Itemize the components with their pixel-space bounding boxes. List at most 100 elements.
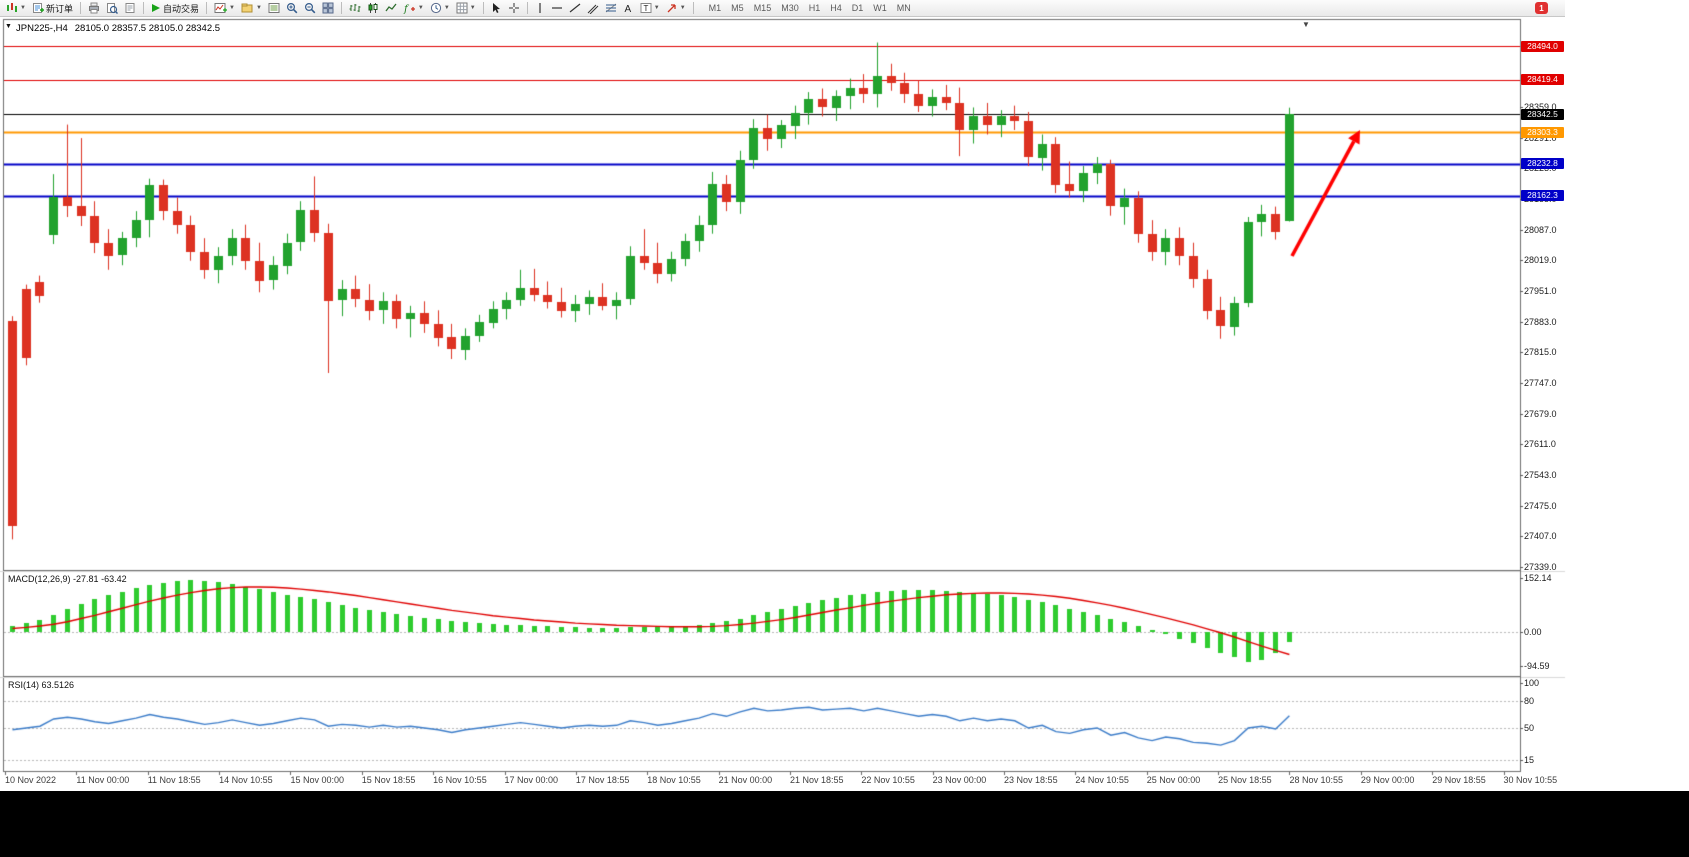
timeframe-button-m15[interactable]: M15 [753,3,772,13]
zoom-in-icon [286,2,298,14]
price-tick-label: 27747.0 [1524,377,1557,388]
time-axis-label: 29 Nov 18:55 [1432,775,1486,785]
chevron-down-icon: ▼ [228,5,235,11]
chart-title: JPN225-,H4 28105.0 28357.5 28105.0 28342.… [16,23,220,34]
time-axis-label: 15 Nov 00:00 [290,775,344,785]
profiles-button[interactable]: ▼ [238,0,265,17]
rsi-indicator-label: RSI(14) 63.5126 [8,680,74,690]
text-icon: A [624,4,631,14]
time-axis-label: 14 Nov 10:55 [219,775,273,785]
time-axis-label: 25 Nov 00:00 [1146,775,1201,785]
separator [340,2,342,14]
time-axis-label: 10 Nov 2022 [5,775,57,785]
chart-shift-marker-icon[interactable]: ▼ [1302,20,1310,29]
timeframe-button-d1[interactable]: D1 [851,3,864,13]
new-chart-window-button[interactable]: ▼ [211,0,238,17]
indicators-icon: f [403,4,415,14]
time-axis-label: 17 Nov 18:55 [575,775,630,785]
notification-badge[interactable]: 1 [1535,2,1548,14]
chevron-down-icon: ▼ [255,5,262,11]
price-badge: 28162.3 [1521,190,1564,202]
time-axis-label: 22 Nov 10:55 [861,775,915,785]
fibonacci-button[interactable] [602,0,620,17]
trendline-button[interactable] [566,0,584,17]
templates-icon [456,2,468,14]
text-button[interactable]: A [620,0,637,17]
chevron-down-icon: ▼ [417,5,424,11]
macd-tick-label: 152.14 [1524,573,1552,584]
timeframe-button-m5[interactable]: M5 [731,3,744,13]
line-chart-view-button[interactable] [382,0,400,17]
print-preview-button[interactable] [103,0,121,17]
crosshair-button[interactable] [505,0,523,17]
chevron-down-icon: ▼ [443,5,450,11]
candlestick-view-button[interactable] [364,0,382,17]
chevron-down-icon: ▼ [469,5,476,11]
time-axis-label: 28 Nov 10:55 [1289,775,1344,785]
auto-trading-label: 自动交易 [162,3,199,14]
timeframe-group: M1 M5 M15 M30 H1 H4 D1 W1 MN [704,1,916,15]
time-axis-label: 21 Nov 00:00 [718,775,773,785]
macd-tick-label: 0.00 [1524,627,1542,637]
time-axis-label: 21 Nov 18:55 [789,775,844,785]
templates-button[interactable]: ▼ [453,0,479,17]
rsi-tick-label: 100 [1524,678,1540,688]
timeframe-button-m30[interactable]: M30 [781,3,799,13]
rsi-tick-label: 15 [1524,754,1535,765]
page-setup-button[interactable] [121,0,139,17]
text-label-button[interactable]: T ▼ [637,0,663,17]
price-tick-label: 27951.0 [1524,285,1557,296]
one-click-trading-arrow-icon[interactable]: ▼ [5,23,12,30]
price-tick-label: 27611.0 [1524,439,1556,450]
candlestick-view-icon [368,3,378,13]
cursor-button[interactable] [488,0,505,17]
price-tick-label: 27815.0 [1524,347,1557,358]
equidistant-channel-button[interactable] [584,0,602,17]
data-window-icon [268,3,280,13]
bottom-black-bar [0,791,1689,857]
time-axis-label: 17 Nov 00:00 [504,775,559,785]
tile-windows-icon [322,2,334,14]
vertical-line-button[interactable] [532,0,548,17]
timeframe-button-h1[interactable]: H1 [808,3,821,13]
bar-chart-view-button[interactable] [346,0,364,17]
new-chart-button[interactable]: ▼ [3,0,29,17]
price-badge: 28232.8 [1521,158,1564,170]
printer-button[interactable] [85,0,103,17]
time-axis-label: 23 Nov 18:55 [1004,775,1058,785]
periods-icon [430,2,441,14]
horizontal-line-icon [551,7,562,9]
print-preview-icon [106,3,118,14]
svg-text:A: A [624,4,631,14]
arrows-button[interactable]: ▼ [663,0,689,17]
rsi-tick-label: 50 [1524,723,1535,733]
separator [526,2,528,14]
zoom-out-button[interactable] [301,0,319,17]
new-chart-icon [7,3,17,12]
timeframe-button-h4[interactable]: H4 [830,3,842,13]
macd-signal-value: -63.42 [101,574,127,584]
price-badge: 28342.5 [1521,108,1564,120]
ohlc-readout: 28105.0 28357.5 28105.0 28342.5 [74,23,221,34]
horizontal-line-button[interactable] [548,0,566,17]
bar-chart-view-icon [349,4,361,12]
data-window-button[interactable] [265,0,283,17]
tile-windows-button[interactable] [319,0,337,17]
price-badge: 28419.4 [1521,74,1564,86]
text-label-icon: T [640,3,652,13]
separator [79,2,81,14]
timeframe-button-m1[interactable]: M1 [708,3,722,13]
indicators-button[interactable]: f ▼ [400,0,427,17]
timeframe-button-mn[interactable]: MN [896,3,911,13]
separator [205,2,207,14]
periods-button[interactable]: ▼ [427,0,453,17]
time-axis-label: 11 Nov 00:00 [76,775,130,785]
time-axis-label: 16 Nov 10:55 [433,775,487,785]
svg-text:f: f [403,4,410,14]
auto-trading-button[interactable]: 自动交易 [148,0,202,17]
price-tick-label: 27339.0 [1524,561,1557,572]
timeframe-button-w1[interactable]: W1 [873,3,887,13]
zoom-in-button[interactable] [283,0,301,17]
new-order-button[interactable]: 新订单 [29,0,76,17]
